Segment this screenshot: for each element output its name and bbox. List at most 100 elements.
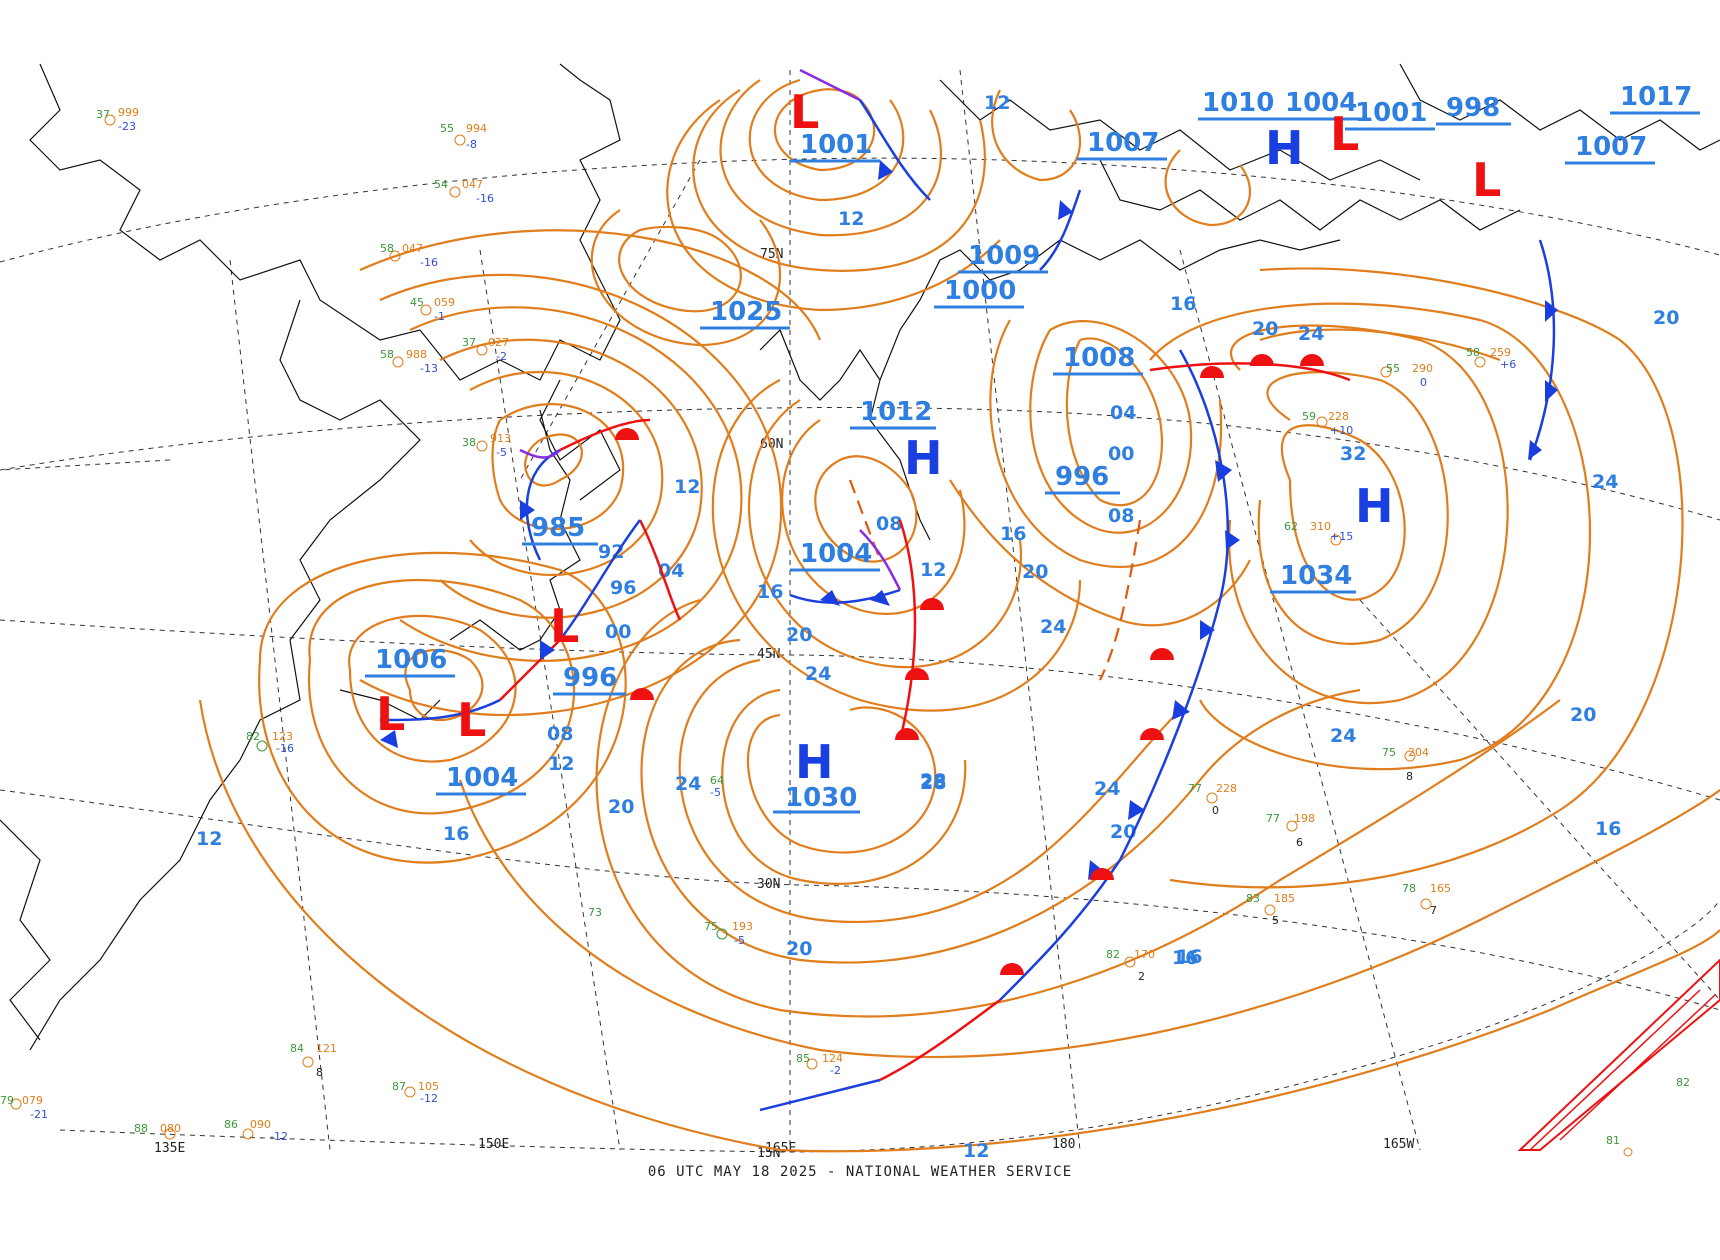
station-plot: 78 165 7 — [1402, 882, 1451, 917]
warm-front — [638, 519, 682, 621]
warm-front — [879, 998, 1001, 1082]
svg-text:77: 77 — [1266, 812, 1280, 825]
svg-text:1007: 1007 — [1087, 128, 1159, 158]
svg-text:-12: -12 — [270, 1130, 288, 1143]
low-pressure-center: 996 — [1045, 462, 1120, 495]
occluded-front — [859, 529, 902, 591]
station-plot: 37 027 -2 — [462, 336, 509, 363]
isobar-label: 24 — [1298, 323, 1324, 345]
svg-text:998: 998 — [1446, 93, 1500, 123]
station-plot: 62 310 +15 — [1284, 520, 1353, 546]
svg-text:985: 985 — [531, 513, 585, 543]
svg-text:1034: 1034 — [1280, 561, 1352, 591]
svg-text:78: 78 — [1402, 882, 1416, 895]
isobars — [198, 78, 1720, 1153]
pressure-centers: H 1030 H 1034 H 1012 H 985 L 996 1006 — [365, 82, 1700, 814]
svg-text:83: 83 — [1246, 892, 1260, 905]
svg-text:82: 82 — [1106, 948, 1120, 961]
low-pressure-center: 1001 — [1345, 98, 1435, 131]
svg-text:-16: -16 — [420, 256, 438, 269]
lon-label: 135E — [154, 1141, 185, 1156]
cold-front — [379, 698, 501, 722]
svg-text:123: 123 — [272, 730, 293, 743]
station-plot: 59 228 +10 — [1302, 410, 1353, 437]
svg-text:85: 85 — [796, 1052, 810, 1065]
occluded-front — [799, 68, 861, 102]
isobar-label: 16 — [443, 823, 469, 845]
cold-front — [1528, 239, 1556, 461]
svg-text:1009: 1009 — [968, 241, 1040, 271]
low-pressure-center: 1001 — [790, 130, 880, 163]
svg-text:121: 121 — [316, 1042, 337, 1055]
high-pressure-center: H 1012 — [850, 397, 943, 485]
svg-text:047: 047 — [462, 178, 483, 191]
svg-text:996: 996 — [563, 663, 617, 693]
low-pressure-center: 1004 L — [436, 693, 526, 796]
isobar-label: 24 — [805, 663, 831, 685]
station-plot: 77 198 6 — [1266, 812, 1315, 849]
station-plot: 58 259 +6 — [1466, 346, 1516, 371]
svg-text:290: 290 — [1412, 362, 1433, 375]
isobar-label: 04 — [1110, 402, 1136, 424]
low-pressure-center: 1017 — [1610, 82, 1700, 115]
svg-text:75: 75 — [1382, 746, 1396, 759]
svg-text:87: 87 — [392, 1080, 406, 1093]
svg-text:1017: 1017 — [1620, 82, 1692, 112]
svg-text:L: L — [550, 599, 579, 653]
low-pressure-center: 1009 — [958, 241, 1048, 274]
svg-text:-5: -5 — [734, 934, 745, 947]
station-plot: 38 913 -5 — [462, 432, 511, 459]
low-pressure-center: 1000 — [934, 276, 1024, 309]
svg-text:204: 204 — [1408, 746, 1429, 759]
isobar-label: 20 — [1653, 307, 1679, 329]
low-pressure-center: 1007 — [1077, 128, 1167, 161]
svg-text:58: 58 — [380, 348, 394, 361]
svg-text:7: 7 — [1430, 904, 1437, 917]
station-plot: 64 -5 — [710, 774, 724, 799]
svg-text:228: 228 — [1328, 410, 1349, 423]
isobar-label: 08 — [547, 723, 573, 745]
svg-text:H: H — [1265, 121, 1304, 175]
svg-text:1001: 1001 — [1355, 98, 1427, 128]
svg-text:-8: -8 — [466, 138, 477, 151]
high-pressure-center: 1025 — [700, 297, 790, 330]
svg-text:86: 86 — [224, 1118, 238, 1131]
svg-text:913: 913 — [490, 432, 511, 445]
svg-text:55: 55 — [1386, 362, 1400, 375]
isobar-label: 12 — [920, 559, 946, 581]
isobar-label: 20 — [786, 624, 812, 646]
svg-text:H: H — [795, 735, 834, 789]
isobar-label: 20 — [786, 938, 812, 960]
svg-text:77: 77 — [1188, 782, 1202, 795]
lat-label: 75N — [760, 247, 783, 262]
svg-text:198: 198 — [1294, 812, 1315, 825]
svg-text:996: 996 — [1055, 462, 1109, 492]
isobar-label: 16 — [1000, 523, 1026, 545]
svg-text:259: 259 — [1490, 346, 1511, 359]
station-plot: 86 090 -12 — [224, 1118, 288, 1143]
isobar-label: 20 — [1570, 704, 1596, 726]
station-plot: 85 124 -2 — [796, 1052, 843, 1077]
svg-text:-2: -2 — [830, 1064, 841, 1077]
station-plot: 55 290 0 — [1380, 362, 1433, 389]
front-symbols — [380, 160, 1558, 975]
svg-text:1004: 1004 — [446, 763, 518, 793]
station-plot: 58 047 -16 — [380, 242, 438, 269]
isobar-label: 28 — [920, 770, 946, 792]
svg-text:5: 5 — [1272, 914, 1279, 927]
isobar-label: 00 — [605, 621, 631, 643]
lon-label: 150E — [478, 1137, 509, 1152]
isobar-label: 08 — [876, 513, 902, 535]
station-plot: 73 — [588, 906, 602, 919]
cold-front — [858, 99, 931, 201]
isobar-label: 32 — [1340, 443, 1366, 465]
station-plot: 82 123 -16 — [246, 730, 294, 755]
svg-text:+6: +6 — [1500, 358, 1516, 371]
svg-text:0: 0 — [1420, 376, 1427, 389]
isobar-label: 12 — [963, 1140, 989, 1162]
svg-text:6: 6 — [1296, 836, 1303, 849]
svg-text:84: 84 — [290, 1042, 304, 1055]
svg-text:62: 62 — [1284, 520, 1298, 533]
svg-text:79: 79 — [0, 1094, 14, 1107]
station-plot: 54 047 -16 — [434, 178, 494, 205]
